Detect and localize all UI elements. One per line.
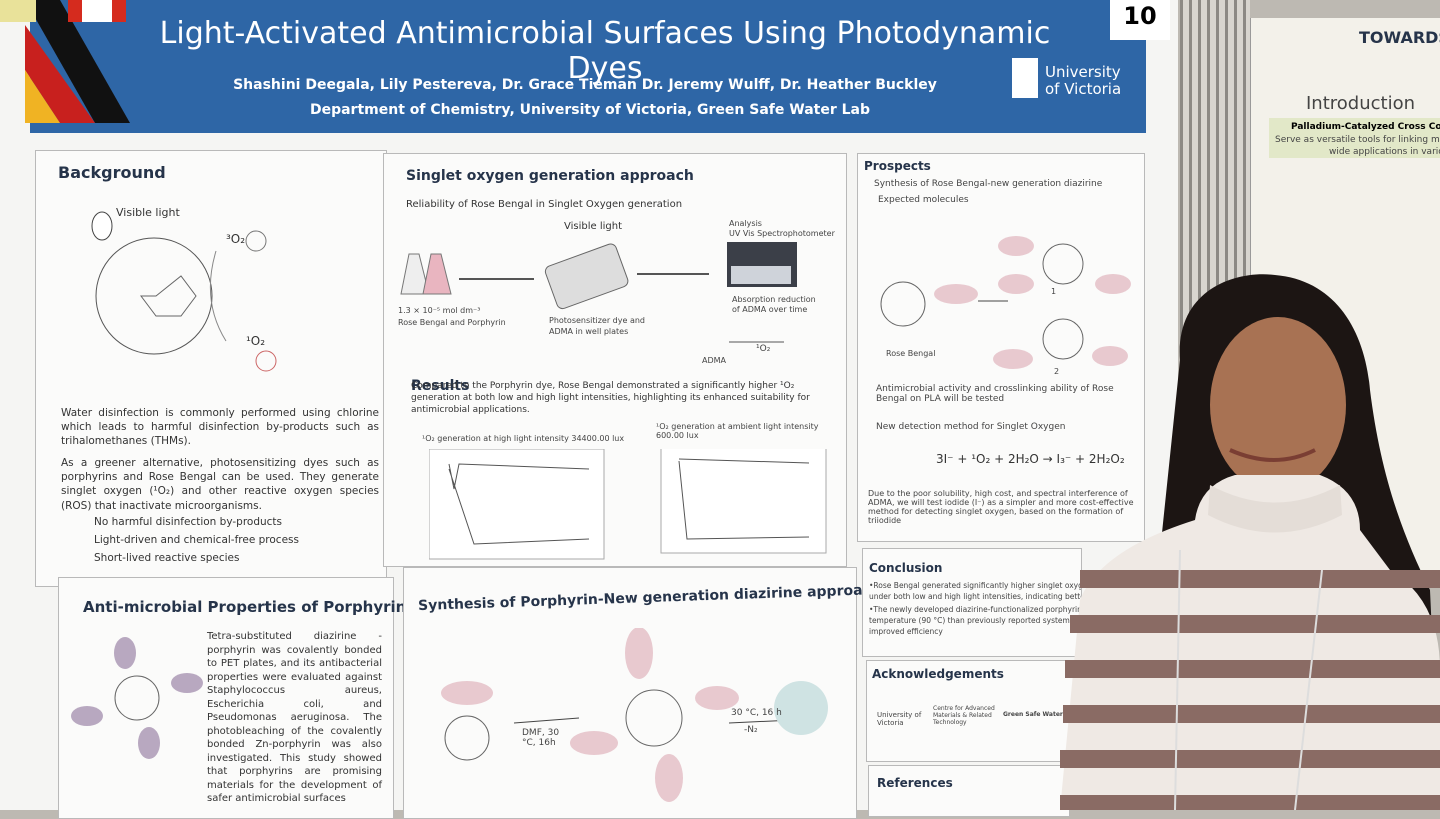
- molecules: [880, 236, 1131, 369]
- label: ADMA: [702, 356, 727, 365]
- label: Absorption reduction: [732, 295, 816, 304]
- heading: Singlet oxygen generation approach: [406, 168, 694, 184]
- chart-caption: ¹O₂ generation at high light intensity 3…: [422, 434, 625, 443]
- label: Visible light: [564, 221, 623, 232]
- authors: Shashini Deegala, Lily Pestereva, Dr. Gr…: [233, 77, 937, 93]
- label: 1: [1051, 287, 1057, 296]
- label: Rose Bengal: [886, 349, 936, 358]
- item: Antimicrobial activity and crosslinking …: [876, 384, 1114, 404]
- bullet: Light-driven and chemical-free process: [94, 534, 299, 546]
- logo: Green Safe Water Lab: [1003, 711, 1078, 718]
- line: •Rose Bengal generated significantly hig…: [869, 581, 1081, 590]
- label: ADMA in well plates: [549, 327, 629, 336]
- department: Department of Chemistry, University of V…: [309, 102, 871, 118]
- chart-caption: ¹O₂ generation at ambient light intensit…: [656, 422, 819, 440]
- logo: Centre for Advanced Materials & Related …: [933, 705, 995, 726]
- heading: Conclusion: [869, 561, 943, 575]
- item: New detection method for Singlet Oxygen: [876, 422, 1066, 432]
- neighbor-subheading: Palladium-Catalyzed Cross Coupling: [1291, 122, 1440, 132]
- paragraph: Compared to the Porphyrin dye, Rose Beng…: [411, 381, 810, 416]
- label: ¹O₂: [246, 334, 266, 348]
- label: UV Vis Spectrophotometer: [729, 229, 835, 238]
- label: ¹O₂: [756, 344, 771, 354]
- subtitle: Reliability of Rose Bengal in Singlet Ox…: [406, 199, 683, 210]
- item: Synthesis of Rose Bengal-new generation …: [874, 179, 1103, 189]
- background-panel: Background Visible light ³O₂ ¹O₂ Water d…: [35, 150, 387, 587]
- paragraph: Tetra-substituted diazirine -porphyrin w…: [207, 631, 382, 804]
- item: Expected molecules: [878, 195, 969, 205]
- label: of ADMA over time: [732, 305, 808, 314]
- label: 2: [1054, 367, 1060, 376]
- label: Visible light: [116, 206, 180, 219]
- heading: References: [877, 776, 953, 790]
- bullet: No harmful disinfection by-products: [94, 516, 283, 528]
- banner: [0, 0, 1146, 133]
- label: ³O₂: [226, 232, 246, 246]
- logo: University of Victoria: [877, 711, 922, 727]
- paragraph: As a greener alternative, photosensitizi…: [61, 457, 379, 512]
- logo-text: University: [1045, 63, 1121, 81]
- neighbor-band: [1269, 118, 1440, 158]
- conclusion-panel: Conclusion •Rose Bengal generated signif…: [862, 548, 1082, 657]
- line: •The newly developed diazirine-functiona…: [869, 605, 1082, 614]
- paragraph: Due to the poor solubility, high cost, a…: [868, 489, 1134, 525]
- label: 1.3 × 10⁻⁵ mol dm⁻³: [398, 306, 481, 315]
- heading: Background: [58, 163, 166, 182]
- neighbor-line: wide applications in various field: [1329, 147, 1440, 157]
- line: temperature (90 °C) than previously repo…: [869, 616, 1081, 625]
- prospects-panel: Prospects Synthesis of Rose Bengal-new g…: [857, 153, 1145, 542]
- ack-panel: Acknowledgements University of Victoria …: [866, 660, 1078, 762]
- heading: Results: [411, 378, 470, 394]
- line: under both low and high light intensitie…: [869, 592, 1081, 601]
- paragraph: Water disinfection is commonly performed…: [61, 407, 379, 448]
- heading: Acknowledgements: [872, 667, 1004, 681]
- label: Analysis: [729, 219, 762, 228]
- heading: Synthesis of Porphyrin-New generation di…: [417, 581, 882, 615]
- person: [1060, 274, 1440, 810]
- poster-number: 10: [1110, 0, 1170, 40]
- molecule: [71, 637, 203, 759]
- poster-title: Light-Activated Antimicrobial Surfaces U…: [159, 16, 1051, 86]
- references-panel: References: [868, 765, 1070, 817]
- neighbor-line: Serve as versatile tools for linking mol…: [1275, 135, 1440, 145]
- synthesis-scheme: [441, 628, 828, 802]
- condition: DMF, 30 °C, 16h: [522, 728, 560, 748]
- singlet-panel: Singlet oxygen generation approach Relia…: [383, 153, 847, 567]
- result-charts: [429, 449, 827, 560]
- condition: 30 °C, 16 h: [731, 708, 782, 718]
- label: Rose Bengal and Porphyrin: [398, 318, 506, 327]
- heading: Prospects: [864, 159, 931, 173]
- synthesis-panel: Synthesis of Porphyrin-New generation di…: [403, 567, 881, 819]
- workflow-diagram: [400, 242, 797, 343]
- condition: -N₂: [744, 725, 758, 735]
- antimicrobial-panel: Anti-microbial Properties of Porphyrin T…: [58, 577, 406, 819]
- logo-text: of Victoria: [1045, 80, 1122, 98]
- bullet: Short-lived reactive species: [94, 552, 240, 564]
- neighbor-heading: Introduction: [1306, 93, 1416, 114]
- label: Photosensitizer dye and: [549, 316, 646, 325]
- neighbor-title: TOWARDS: [1359, 28, 1440, 47]
- heading: Anti-microbial Properties of Porphyrin: [83, 598, 407, 616]
- porphyrin-diagram: [91, 211, 277, 372]
- line: improved efficiency: [869, 627, 943, 636]
- equation: 3I⁻ + ¹O₂ + 2H₂O → I₃⁻ + 2H₂O₂: [936, 452, 1125, 466]
